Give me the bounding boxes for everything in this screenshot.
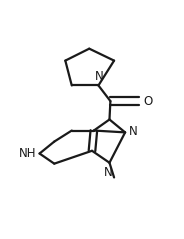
Text: NH: NH <box>19 147 36 160</box>
Text: N: N <box>95 70 104 83</box>
Text: N: N <box>104 166 113 179</box>
Text: N: N <box>128 125 137 138</box>
Text: O: O <box>143 95 152 108</box>
